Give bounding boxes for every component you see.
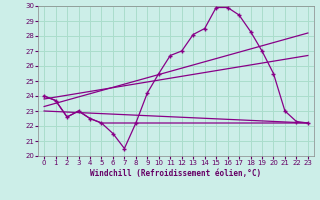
X-axis label: Windchill (Refroidissement éolien,°C): Windchill (Refroidissement éolien,°C) <box>91 169 261 178</box>
